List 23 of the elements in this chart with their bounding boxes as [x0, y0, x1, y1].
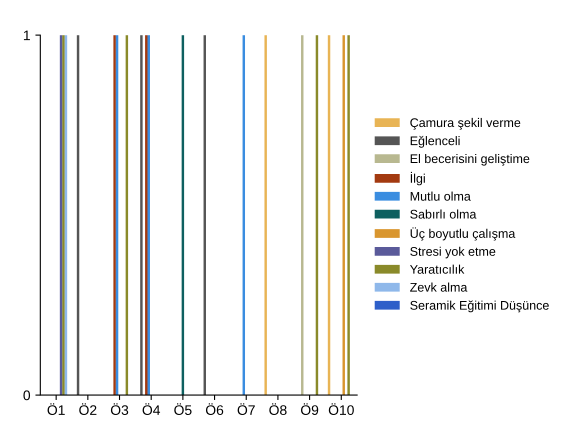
x-tick-label: Ö3: [110, 403, 128, 416]
legend-label: Seramik Eğitimi Düşünce: [410, 300, 549, 312]
legend-label: El becerisini geliştime: [410, 154, 530, 166]
x-tick-label: Ö6: [206, 403, 224, 416]
legend-label: İlgi: [410, 172, 425, 186]
legend-label: Üç boyutlu çalışma: [410, 227, 516, 240]
legend-label: Yaratıcılık: [410, 264, 464, 274]
x-tick-label: Ö2: [79, 403, 96, 416]
legend-label: Stresi yok etme: [410, 246, 496, 258]
x-tick-label: Ö5: [174, 403, 192, 416]
x-tick-label: Ö7: [238, 403, 255, 416]
legend-label: Sabırlı olma: [410, 209, 476, 219]
y-tick-label: 1: [24, 30, 30, 40]
legend-label: Eğlenceli: [410, 136, 460, 148]
x-tick-label: Ö8: [269, 403, 287, 416]
x-tick-label: Ö10: [328, 403, 354, 416]
x-tick-label: Ö1: [48, 403, 65, 416]
legend-label: Çamura şekil verme: [410, 118, 520, 130]
legend-label: Mutlu olma: [410, 192, 471, 201]
x-tick-label: Ö4: [142, 403, 160, 416]
y-tick-label: 0: [23, 390, 30, 400]
x-tick-label: Ö9: [300, 403, 318, 416]
legend-label: Zevk alma: [410, 282, 468, 292]
